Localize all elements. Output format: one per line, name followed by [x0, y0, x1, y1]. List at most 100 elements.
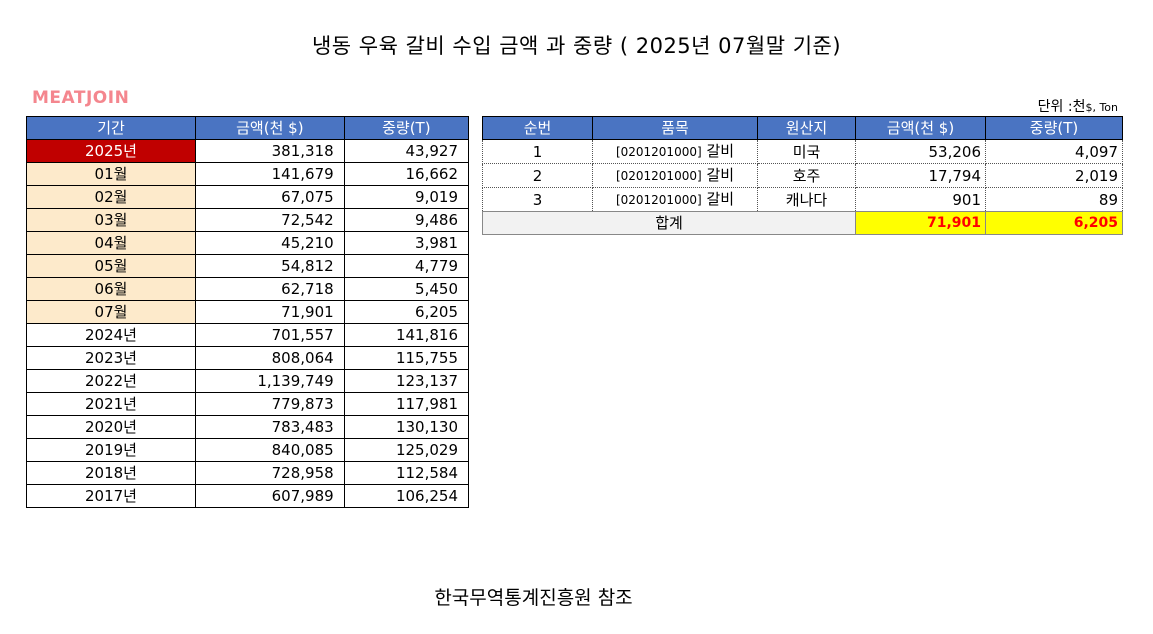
amount-cell: 141,679 — [195, 162, 345, 186]
weight-cell: 115,755 — [343, 346, 470, 370]
period-cell: 2022년 — [26, 369, 196, 393]
amount-cell: 72,542 — [195, 208, 345, 232]
table-row: 2024년 701,557 141,816 — [26, 323, 470, 347]
weight-cell: 3,981 — [343, 231, 470, 255]
amount-cell: 607,989 — [195, 484, 345, 508]
period-cell: 05월 — [26, 254, 196, 278]
header-weight: 중량(T) — [343, 116, 470, 140]
table-row: 2023년 808,064 115,755 — [26, 346, 470, 370]
amount-cell: 71,901 — [195, 300, 345, 324]
table-row: 2018년 728,958 112,584 — [26, 461, 470, 485]
header-item: 품목 — [592, 116, 758, 140]
table-row: 01월 141,679 16,662 — [26, 162, 470, 186]
weight-cell: 4,779 — [343, 254, 470, 278]
period-cell: 2017년 — [26, 484, 196, 508]
weight-cell: 117,981 — [343, 392, 470, 416]
weight-cell: 9,019 — [343, 185, 470, 209]
table-row: 1 [0201201000] 갈비 미국 53,206 4,097 — [482, 139, 1123, 164]
weight-cell: 123,137 — [343, 369, 470, 393]
period-cell: 2019년 — [26, 438, 196, 462]
amount-cell: 840,085 — [195, 438, 345, 462]
table-row: 2017년 607,989 106,254 — [26, 484, 470, 508]
table-row: 3 [0201201000] 갈비 캐나다 901 89 — [482, 187, 1123, 212]
amount-cell: 381,318 — [195, 139, 345, 163]
item-code: [0201201000] — [615, 169, 702, 183]
item-cell: [0201201000] 갈비 — [592, 163, 758, 188]
weight-cell: 5,450 — [343, 277, 470, 301]
weight-cell: 6,205 — [343, 300, 470, 324]
period-cell: 2024년 — [26, 323, 196, 347]
yearly-monthly-table: 기간 금액(천 $) 중량(T) 2025년 381,318 43,927 01월 14… — [26, 116, 470, 508]
period-cell: 2020년 — [26, 415, 196, 439]
amount-cell: 808,064 — [195, 346, 345, 370]
weight-cell: 89 — [985, 187, 1123, 212]
weight-cell: 2,019 — [985, 163, 1123, 188]
unit-small: $, Ton — [1085, 101, 1118, 114]
period-cell: 04월 — [26, 231, 196, 255]
table-header-row: 순번 품목 원산지 금액(천 $) 중량(T) — [482, 116, 1123, 140]
table-row: 05월 54,812 4,779 — [26, 254, 470, 278]
source-footer: 한국무역통계진흥원 참조 — [434, 587, 633, 609]
period-cell: 01월 — [26, 162, 196, 186]
item-code: [0201201000] — [615, 145, 702, 159]
rank-cell: 3 — [482, 187, 593, 212]
table-row: 07월 71,901 6,205 — [26, 300, 470, 324]
amount-cell: 901 — [855, 187, 986, 212]
weight-cell: 106,254 — [343, 484, 470, 508]
header-amount: 금액(천 $) — [195, 116, 345, 140]
origin-cell: 미국 — [757, 139, 856, 164]
amount-cell: 45,210 — [195, 231, 345, 255]
amount-cell: 779,873 — [195, 392, 345, 416]
amount-cell: 62,718 — [195, 277, 345, 301]
amount-cell: 1,139,749 — [195, 369, 345, 393]
table-row: 2021년 779,873 117,981 — [26, 392, 470, 416]
unit-label: 단위 :천$, Ton — [1038, 96, 1118, 116]
origin-breakdown-table: 순번 품목 원산지 금액(천 $) 중량(T) 1 [0201201000] 갈비… — [482, 116, 1123, 235]
period-cell: 2021년 — [26, 392, 196, 416]
item-name: 갈비 — [706, 190, 735, 208]
amount-cell: 701,557 — [195, 323, 345, 347]
period-cell: 06월 — [26, 277, 196, 301]
unit-main: 단위 :천 — [1037, 99, 1086, 115]
header-rank: 순번 — [482, 116, 593, 140]
rank-cell: 1 — [482, 139, 593, 164]
origin-cell: 호주 — [757, 163, 856, 188]
header-origin: 원산지 — [757, 116, 856, 140]
table-row: 2022년 1,139,749 123,137 — [26, 369, 470, 393]
item-cell: [0201201000] 갈비 — [592, 187, 758, 212]
meatjoin-logo: MEATJOIN — [32, 88, 130, 108]
total-weight: 6,205 — [985, 211, 1123, 235]
header-amount: 금액(천 $) — [855, 116, 986, 140]
rank-cell: 2 — [482, 163, 593, 188]
table-row: 04월 45,210 3,981 — [26, 231, 470, 255]
page-title: 냉동 우육 갈비 수입 금액 과 중량 ( 2025년 07월말 기준) — [311, 34, 842, 58]
total-amount: 71,901 — [855, 211, 986, 235]
item-name: 갈비 — [706, 166, 735, 184]
item-code: [0201201000] — [615, 193, 702, 207]
item-cell: [0201201000] 갈비 — [592, 139, 758, 164]
origin-cell: 캐나다 — [757, 187, 856, 212]
table-row: 2025년 381,318 43,927 — [26, 139, 470, 163]
amount-cell: 17,794 — [855, 163, 986, 188]
weight-cell: 4,097 — [985, 139, 1123, 164]
table-row: 2019년 840,085 125,029 — [26, 438, 470, 462]
period-cell: 07월 — [26, 300, 196, 324]
period-cell: 2018년 — [26, 461, 196, 485]
table-header-row: 기간 금액(천 $) 중량(T) — [26, 116, 470, 140]
header-weight: 중량(T) — [985, 116, 1123, 140]
weight-cell: 112,584 — [343, 461, 470, 485]
weight-cell: 43,927 — [343, 139, 470, 163]
table-row: 06월 62,718 5,450 — [26, 277, 470, 301]
amount-cell: 67,075 — [195, 185, 345, 209]
header-period: 기간 — [26, 116, 196, 140]
weight-cell: 16,662 — [343, 162, 470, 186]
weight-cell: 9,486 — [343, 208, 470, 232]
weight-cell: 130,130 — [343, 415, 470, 439]
weight-cell: 141,816 — [343, 323, 470, 347]
weight-cell: 125,029 — [343, 438, 470, 462]
amount-cell: 53,206 — [855, 139, 986, 164]
table-row: 2 [0201201000] 갈비 호주 17,794 2,019 — [482, 163, 1123, 188]
period-cell: 03월 — [26, 208, 196, 232]
period-cell: 2023년 — [26, 346, 196, 370]
total-label: 합계 — [482, 211, 856, 235]
